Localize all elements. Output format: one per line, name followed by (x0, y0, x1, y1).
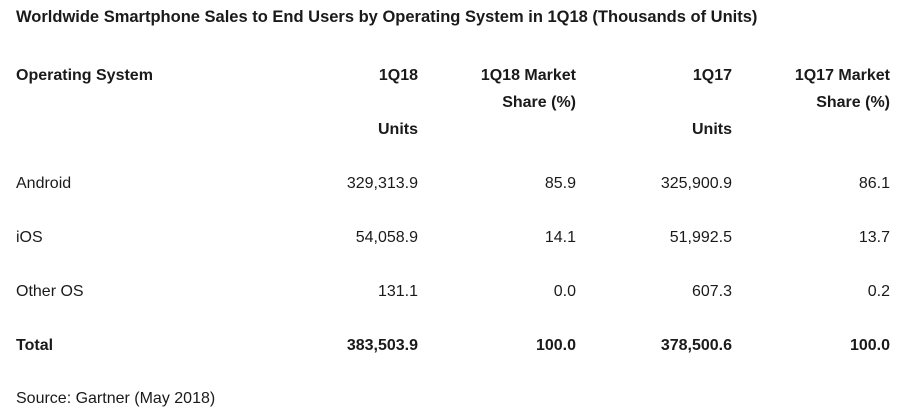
table-row-os: iOS (16, 229, 43, 246)
header-1q18-units-line1: 1Q18 (378, 67, 418, 84)
header-1q18-share-line2: Share (%) (502, 94, 576, 111)
table-row-1q17-units: 325,900.9 (660, 175, 732, 192)
table-row-1q17-units: 51,992.5 (669, 229, 732, 246)
table-row-1q18-units: 131.1 (377, 283, 418, 300)
header-1q17-units-line1: 1Q17 (692, 67, 732, 84)
table-title: Worldwide Smartphone Sales to End Users … (16, 8, 758, 26)
table-row-1q18-share: 85.9 (544, 175, 576, 192)
table-row-1q18-share: 0.0 (553, 283, 576, 300)
header-operating-system: Operating System (16, 67, 153, 84)
table-row-1q17-share: 13.7 (858, 229, 890, 246)
table-row-1q17-units-total: 378,500.6 (660, 337, 732, 354)
header-1q18-units-line2: Units (378, 121, 418, 138)
header-1q17-units-line2: Units (692, 121, 732, 138)
table-row-1q17-share-total: 100.0 (849, 337, 890, 354)
table-row-1q18-units: 329,313.9 (346, 175, 418, 192)
table-row-1q18-share: 14.1 (544, 229, 576, 246)
header-1q17-share-line1: 1Q17 Market (794, 67, 890, 84)
source-note: Source: Gartner (May 2018) (16, 390, 216, 407)
table-row-1q17-share: 86.1 (858, 175, 890, 192)
table-row-1q18-units-total: 383,503.9 (346, 337, 418, 354)
table-row-os: Android (16, 175, 72, 192)
table-row-1q17-units: 607.3 (691, 283, 732, 300)
table-row-1q18-share-total: 100.0 (535, 337, 576, 354)
header-1q18-share-line1: 1Q18 Market (480, 67, 576, 84)
table-row-os: Other OS (16, 283, 84, 300)
table-row-1q17-share: 0.2 (867, 283, 890, 300)
header-1q17-share-line2: Share (%) (816, 94, 890, 111)
table-row-os-total: Total (16, 337, 54, 354)
table-row-1q18-units: 54,058.9 (355, 229, 418, 246)
